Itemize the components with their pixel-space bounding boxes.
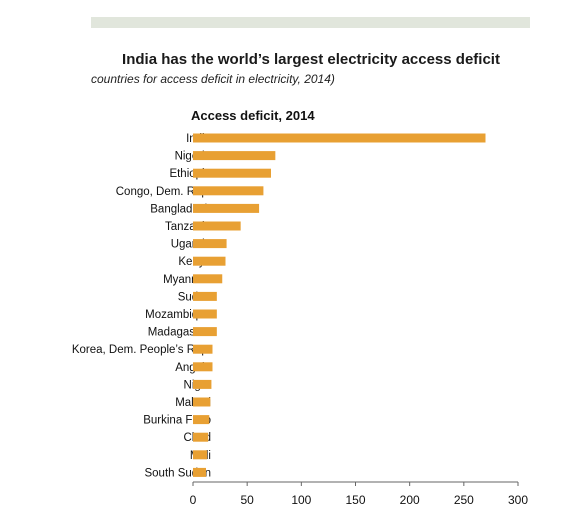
page-title: India has the world’s largest electricit…	[122, 51, 500, 68]
bar	[193, 168, 271, 178]
bar	[193, 450, 208, 460]
bar	[193, 291, 217, 301]
bar	[193, 239, 227, 249]
bar	[193, 186, 264, 196]
bar	[193, 256, 226, 266]
x-tick-label: 250	[454, 493, 474, 507]
bar	[193, 432, 209, 442]
bar	[193, 467, 206, 477]
category-label: Korea, Dem. People’s Rep.	[72, 344, 211, 356]
bar	[193, 221, 241, 231]
x-tick-label: 200	[400, 493, 420, 507]
chart-title: Access deficit, 2014	[191, 108, 315, 123]
page-subtitle: countries for access deficit in electric…	[91, 72, 335, 86]
bar	[193, 309, 217, 319]
bar	[193, 344, 213, 354]
bar	[193, 327, 217, 337]
bar	[193, 415, 210, 425]
bar	[193, 133, 486, 143]
category-label: Congo, Dem. Rep.	[116, 186, 211, 198]
bar	[193, 274, 223, 284]
x-tick-label: 100	[291, 493, 311, 507]
bar	[193, 379, 212, 389]
x-tick-label: 0	[190, 493, 197, 507]
x-tick-label: 300	[508, 493, 528, 507]
top-band	[91, 17, 530, 28]
bar	[193, 362, 213, 372]
bar	[193, 203, 260, 213]
x-tick-label: 150	[345, 493, 365, 507]
bar	[193, 397, 211, 407]
x-tick-label: 50	[240, 493, 254, 507]
bar	[193, 151, 276, 161]
